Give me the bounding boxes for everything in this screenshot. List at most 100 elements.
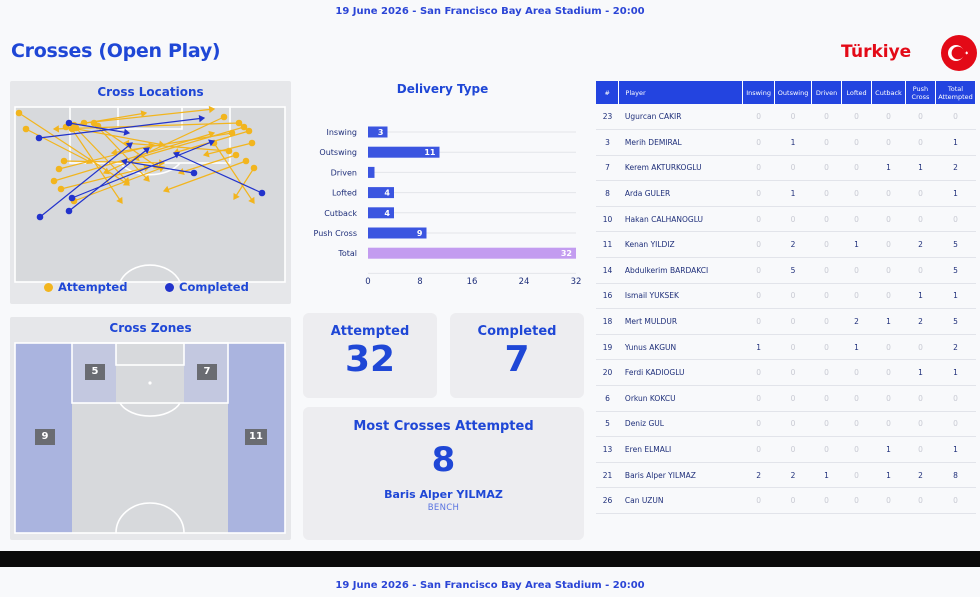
cross-origin-dot (36, 213, 44, 221)
cross-arrow (63, 160, 165, 164)
arrow-head (172, 151, 180, 159)
shirt-number: 18 (596, 308, 619, 335)
stat-cell: 0 (774, 104, 812, 131)
cross-arrow (103, 116, 225, 174)
shirt-number: 21 (596, 462, 619, 489)
stat-cell: 0 (774, 283, 812, 310)
stat-cell: 2 (774, 462, 812, 489)
stat-cell: 2 (935, 155, 976, 182)
footer-divider (0, 551, 980, 567)
cross-origin-dot (220, 113, 228, 121)
cross-arrow (53, 132, 215, 182)
bar-value-label: 4 (384, 209, 390, 218)
cross-origin-dot (190, 169, 198, 177)
stat-cell: 0 (742, 359, 775, 387)
stat-cell: 1 (871, 308, 906, 335)
bar (368, 146, 440, 158)
cross-arrow (71, 128, 123, 204)
stat-cell: 0 (774, 359, 812, 387)
table-row: 26 Can UZUN 0 0 0 0 0 0 0 (596, 487, 976, 514)
player-name: Ferdi KADIOGLU (618, 359, 743, 387)
completed-label: Completed (477, 324, 557, 339)
table-row: 21 Baris Alper YILMAZ 2 2 1 0 1 2 8 (596, 462, 976, 489)
stat-cell: 0 (841, 283, 872, 310)
cross-origin-dot (35, 134, 43, 142)
shirt-number: 19 (596, 334, 619, 361)
completed-dot-icon (165, 282, 174, 292)
cross-arrow (83, 108, 215, 124)
cross-locations-panel: Cross Locations Attempted Completed (10, 81, 291, 304)
stat-cell: 0 (841, 206, 872, 233)
cross-arrow (123, 142, 230, 152)
stat-cell: 1 (905, 283, 936, 310)
cross-arrow (18, 112, 130, 186)
player-name: Arda GULER (618, 180, 743, 207)
stat-cell: 2 (841, 308, 872, 335)
cross-origin-dot (15, 109, 23, 117)
stat-cell: 1 (774, 129, 812, 156)
page-title: Crosses (Open Play) (11, 40, 221, 62)
stat-cell: 0 (742, 385, 775, 412)
cross-arrow (173, 152, 263, 194)
stat-cell: 1 (774, 180, 812, 207)
stat-cell: 0 (811, 487, 842, 514)
shirt-number: 6 (596, 385, 619, 412)
stat-cell: 0 (871, 487, 906, 514)
table-row: 20 Ferdi KADIOGLU 0 0 0 0 0 1 1 (596, 359, 976, 387)
arrow-head (116, 196, 123, 204)
cross-arrow (163, 160, 247, 192)
stat-cell: 0 (774, 206, 812, 233)
table-row: 18 Mert MULDUR 0 0 0 2 1 2 5 (596, 308, 976, 335)
cross-arrow (213, 142, 255, 204)
table-row: 13 Eren ELMALI 0 0 0 0 1 0 1 (596, 436, 976, 463)
cross-zones-pitch (14, 342, 286, 534)
shirt-number: 3 (596, 129, 619, 156)
cross-origin-dot (55, 165, 63, 173)
player-name: Mert MULDUR (618, 308, 743, 335)
cross-zones-title: Cross Zones (109, 321, 192, 335)
stat-cell: 0 (905, 436, 936, 463)
stat-cell: 0 (774, 385, 812, 412)
stat-cell: 0 (841, 359, 872, 387)
stat-cell: 0 (742, 129, 775, 156)
arrow-head (52, 125, 59, 133)
stat-cell: 0 (935, 487, 976, 514)
col-header-cutback: Cutback (871, 81, 906, 104)
stat-cell: 0 (742, 308, 775, 335)
stat-cell: 0 (774, 411, 812, 438)
stat-cell: 1 (871, 462, 906, 489)
shirt-number: 23 (596, 104, 619, 131)
cross-zones-panel: Cross Zones 5 7 9 11 (10, 317, 291, 540)
cross-arrow (68, 147, 150, 212)
stat-cell: 0 (841, 180, 872, 207)
col-header-player: Player (618, 81, 744, 104)
cross-origin-dot (228, 129, 236, 137)
player-name: Kerem AKTURKOGLU (618, 155, 743, 182)
stat-cell: 0 (841, 385, 872, 412)
stat-cell: 0 (905, 180, 936, 207)
cross-origin-dot (50, 177, 58, 185)
table-row: 8 Arda GULER 0 1 0 0 0 0 1 (596, 180, 976, 207)
stat-cell: 5 (935, 308, 976, 335)
stat-cell: 0 (871, 359, 906, 387)
bar-value-label: 4 (384, 189, 390, 198)
x-tick-label: 0 (365, 277, 370, 287)
category-label: Push Cross (314, 229, 357, 238)
stat-cell: 1 (905, 359, 936, 387)
player-name: Ismail YUKSEK (618, 283, 743, 310)
stat-cell: 0 (811, 206, 842, 233)
cross-origin-dot (240, 123, 248, 131)
cross-origin-dot (235, 119, 243, 127)
stat-cell: 0 (871, 411, 906, 438)
stat-cell: 1 (871, 436, 906, 463)
col-header-total-attempted: Total Attempted (935, 81, 977, 104)
stat-cell: 2 (935, 334, 976, 361)
shirt-number: 8 (596, 180, 619, 207)
x-tick-label: 32 (571, 277, 582, 287)
stat-cell: 1 (935, 180, 976, 207)
stat-cell: 0 (774, 436, 812, 463)
stat-cell: 8 (935, 462, 976, 489)
table-row: 19 Yunus AKGUN 1 0 0 1 0 0 2 (596, 334, 976, 361)
arrow-head (140, 110, 148, 118)
